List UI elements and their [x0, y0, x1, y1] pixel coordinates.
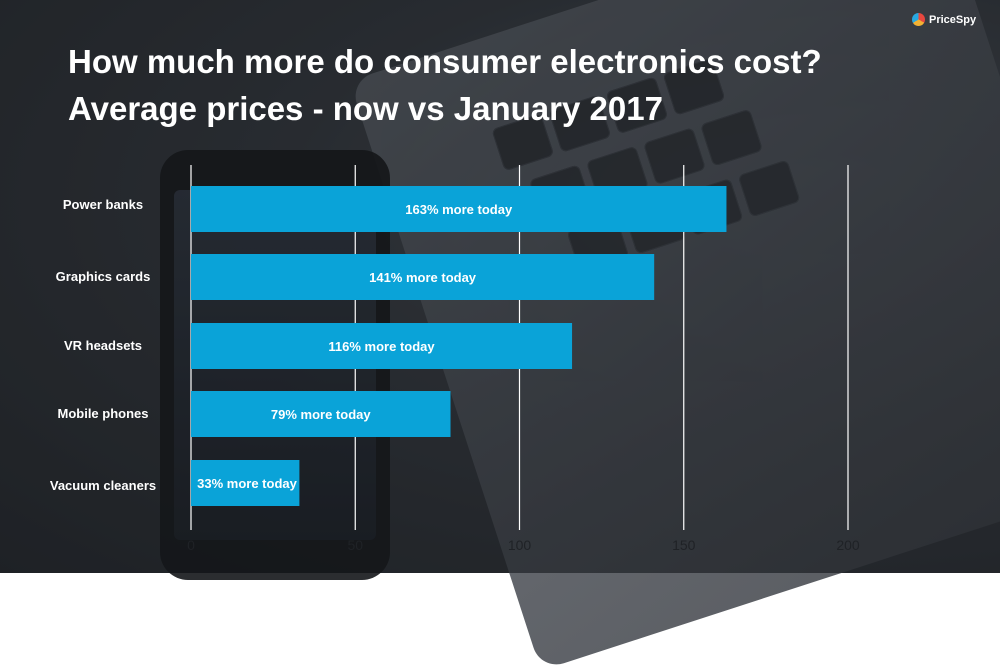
bar — [191, 391, 451, 437]
title-line-2: Average prices - now vs January 2017 — [68, 90, 663, 127]
bar-data-label: 33% more today — [197, 476, 297, 491]
x-tick-label: 100 — [508, 537, 532, 553]
bar-chart: 0 50 100 150 200 163% more today 141% more tod… — [187, 165, 860, 553]
x-tick-label: 0 — [187, 537, 195, 553]
bar-data-label: 116% more today — [328, 339, 435, 354]
pricespy-logo: PriceSpy — [912, 13, 976, 26]
bar-data-label: 163% more today — [405, 202, 513, 217]
bar — [191, 460, 300, 506]
category-label: VR headsets — [63, 338, 143, 353]
bar — [191, 186, 727, 232]
category-label: Mobile phones — [57, 406, 149, 421]
category-label: Graphics cards — [55, 269, 151, 284]
bar-data-label: 79% more today — [271, 407, 371, 422]
bar — [191, 323, 573, 369]
x-tick-label: 150 — [672, 537, 696, 553]
category-label: Vacuum cleaners — [49, 478, 157, 493]
bar-data-label: 141% more today — [369, 270, 477, 285]
chart-title: How much more do consumer electronics co… — [68, 38, 822, 132]
x-tick-label: 50 — [347, 537, 363, 553]
logo-text: PriceSpy — [929, 13, 977, 26]
pricespy-logo-icon — [912, 13, 925, 26]
bar — [191, 254, 655, 300]
title-line-1: How much more do consumer electronics co… — [68, 43, 822, 80]
x-tick-label: 200 — [836, 537, 860, 553]
category-label: Power banks — [62, 197, 144, 212]
